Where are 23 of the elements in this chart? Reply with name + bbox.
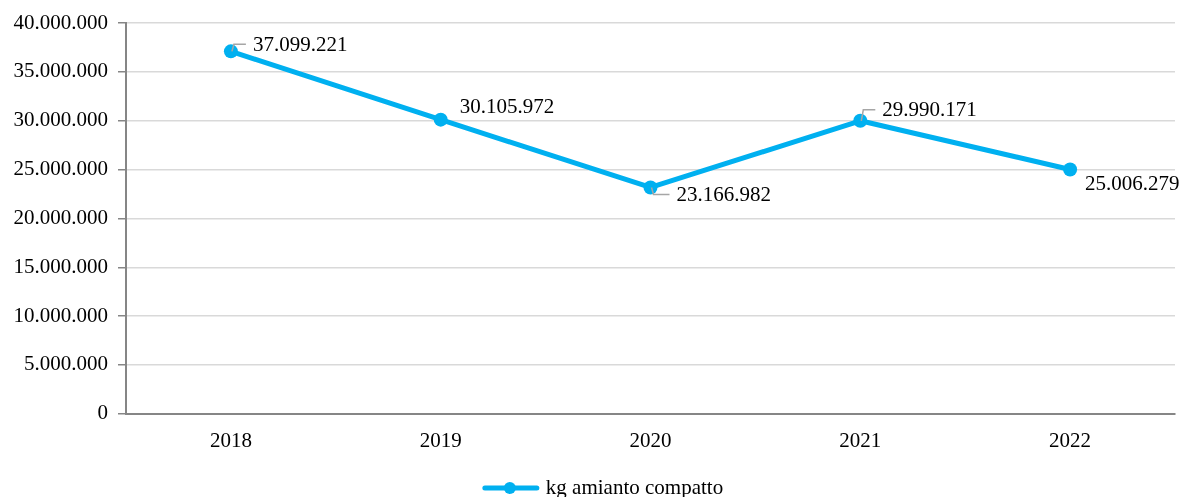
x-tick-label: 2022 [1049, 427, 1092, 452]
y-tick-label: 10.000.000 [13, 302, 108, 327]
data-label: 29.990.171 [882, 97, 977, 122]
point [853, 113, 868, 128]
y-tick-label: 5.000.000 [24, 351, 108, 376]
y-tick-label: 35.000.000 [13, 58, 108, 83]
y-tick-label: 15.000.000 [13, 253, 108, 278]
y-tick-label: 40.000.000 [13, 9, 108, 34]
y-tick-label: 30.000.000 [13, 107, 108, 132]
y-tick-label: 20.000.000 [13, 204, 108, 229]
data-label: 25.006.279 [1085, 171, 1180, 195]
y-tick-label: 25.000.000 [13, 156, 108, 181]
data-label: 30.105.972 [459, 94, 555, 119]
data-label: 23.166.982 [676, 181, 771, 206]
x-tick-label: 2021 [839, 427, 882, 452]
data-label: 37.099.221 [252, 31, 348, 56]
x-tick-label: 2018 [209, 427, 252, 452]
point [223, 44, 238, 59]
y-tick-label: 0 [97, 400, 108, 425]
point [433, 112, 448, 127]
x-tick-label: 2020 [629, 427, 672, 452]
x-tick-label: 2019 [419, 427, 462, 452]
point [1063, 162, 1078, 177]
